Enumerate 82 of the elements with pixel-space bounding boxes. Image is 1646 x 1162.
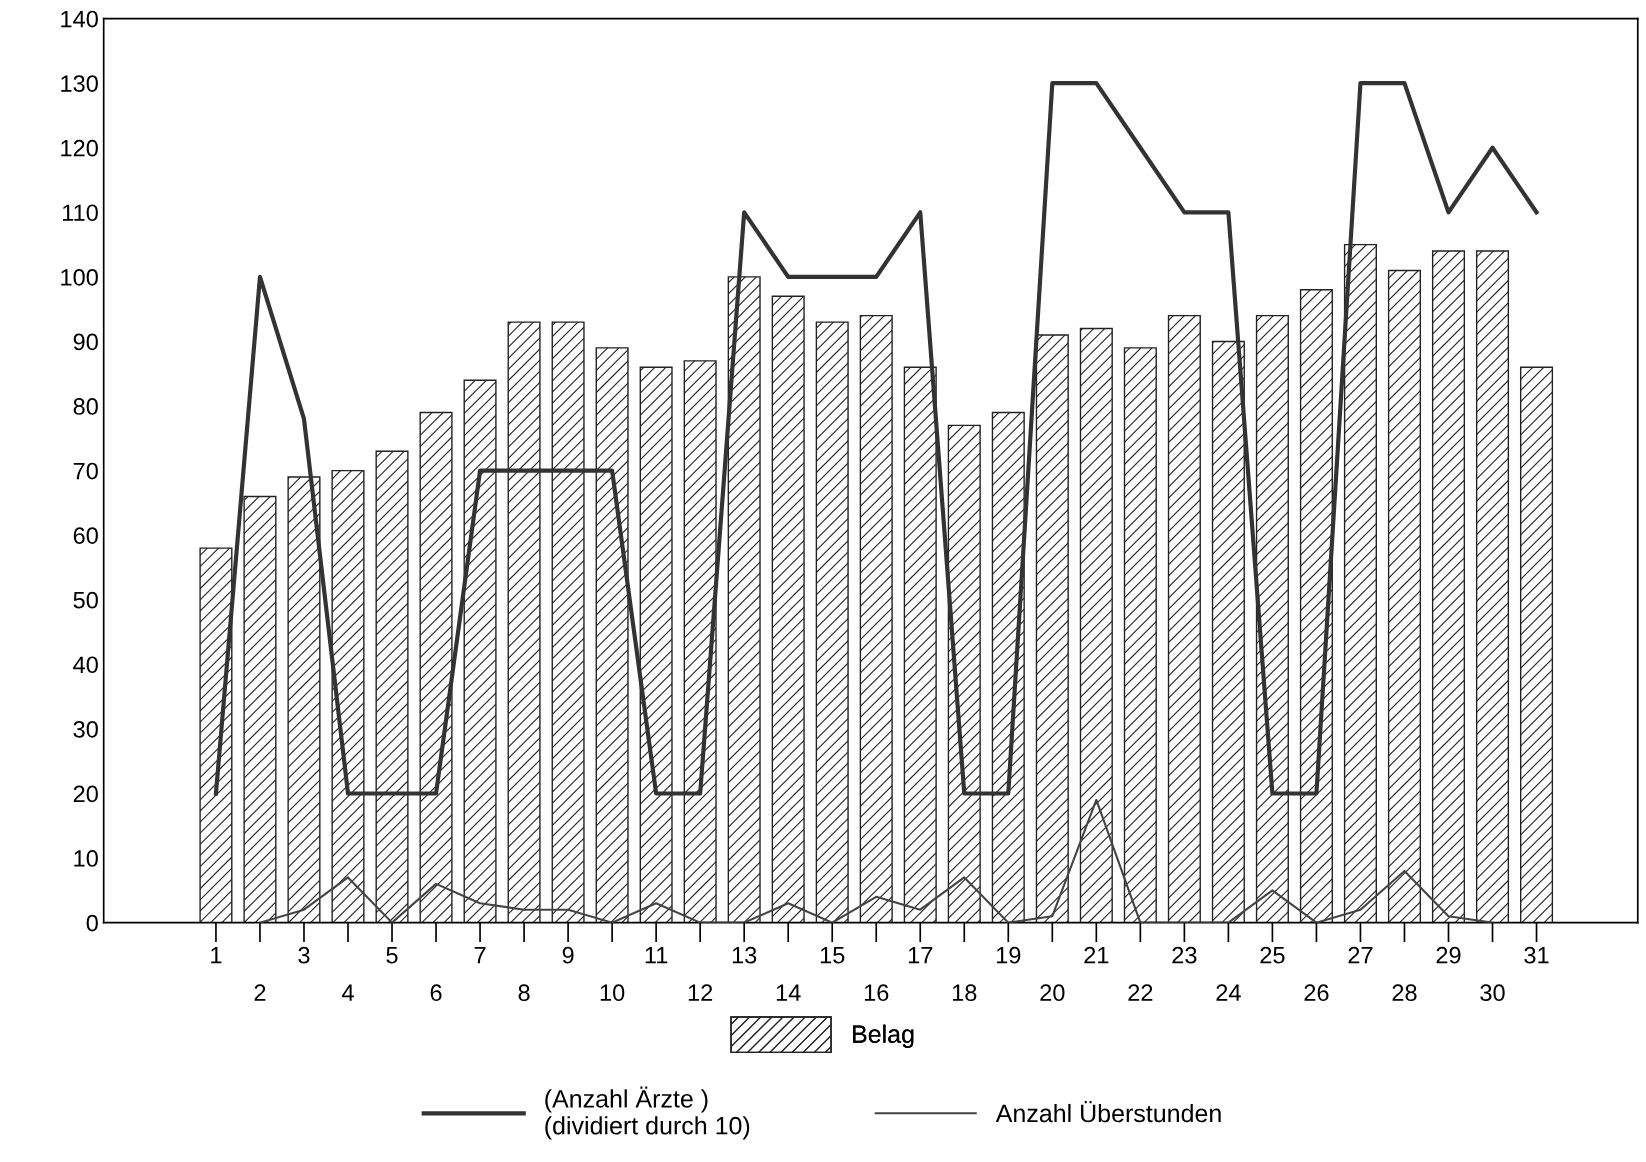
x-tick-label: 18	[952, 984, 977, 1002]
legend-label: Anzahl Überstunden	[995, 1101, 1221, 1123]
bar	[1167, 314, 1201, 923]
x-tick-label: 16	[864, 984, 889, 1002]
bar	[683, 360, 717, 923]
legend-label: (Anzahl Ärzte ) (dividiert durch 10)	[545, 1086, 750, 1140]
y-tick-label: 0	[86, 914, 98, 932]
bar	[903, 366, 937, 923]
x-tick-label: 31	[1524, 946, 1549, 964]
x-tick-label: 3	[298, 946, 310, 964]
x-tick-label: 2	[254, 984, 266, 1001]
bar	[463, 379, 497, 923]
line-series	[258, 798, 1494, 923]
bar	[595, 347, 629, 923]
line-series	[213, 81, 1539, 796]
bar	[1299, 289, 1333, 923]
y-tick-label: 70	[73, 462, 98, 480]
x-tick-label: 23	[1172, 946, 1197, 964]
x-tick-label: 10	[600, 984, 625, 1002]
bar	[1255, 314, 1289, 923]
x-tick-label: 29	[1436, 946, 1461, 964]
y-tick-label: 50	[73, 591, 98, 609]
x-tick-label: 8	[518, 984, 530, 1002]
bar	[1079, 327, 1113, 923]
bar	[419, 411, 453, 923]
x-tick-label: 6	[430, 984, 442, 1002]
x-tick-label: 1	[211, 947, 222, 964]
y-tick-label: 140	[61, 10, 98, 28]
x-tick-label: 15	[820, 947, 845, 964]
x-tick-label: 25	[1260, 946, 1285, 964]
y-tick-label: 120	[61, 139, 98, 157]
x-tick-label: 11	[645, 947, 668, 964]
x-tick-label: 21	[1084, 946, 1109, 964]
y-tick-label: 30	[73, 720, 98, 738]
x-tick-label: 4	[341, 984, 354, 1001]
bar	[551, 321, 585, 923]
bar	[991, 411, 1025, 923]
x-tick-label: 27	[1348, 946, 1373, 964]
x-tick-label: 7	[474, 947, 486, 964]
bar	[1343, 243, 1377, 923]
x-tick-label: 20	[1040, 984, 1065, 1002]
y-tick-label: 20	[73, 785, 98, 803]
bar	[1519, 366, 1554, 923]
bar	[507, 321, 541, 923]
x-tick-label: 24	[1216, 984, 1241, 1001]
bar	[771, 295, 805, 923]
x-tick-label: 28	[1392, 984, 1417, 1002]
x-tick-label: 30	[1480, 984, 1505, 1002]
y-tick-label: 60	[73, 527, 98, 544]
y-tick-label: 10	[74, 850, 98, 867]
bar	[287, 476, 321, 923]
bar	[243, 495, 277, 923]
x-tick-label: 13	[732, 946, 757, 964]
x-tick-label: 22	[1128, 984, 1153, 1001]
x-tick-label: 26	[1304, 984, 1329, 1002]
x-tick-label: 9	[562, 946, 574, 964]
legend-label: Belag	[853, 1024, 914, 1048]
x-tick-label: 17	[908, 947, 933, 964]
y-tick-label: 110	[62, 204, 98, 222]
bar	[331, 469, 365, 923]
y-tick-label: 80	[73, 398, 98, 415]
bar	[639, 366, 673, 923]
x-tick-label: 5	[386, 947, 398, 964]
bar	[1475, 250, 1510, 923]
bar	[1211, 340, 1245, 923]
x-tick-label: 14	[776, 984, 801, 1001]
bar	[815, 321, 849, 923]
x-tick-label: 12	[688, 984, 713, 1001]
y-tick-label: 40	[73, 656, 98, 674]
y-tick-label: 90	[73, 333, 98, 351]
bar	[1035, 334, 1069, 923]
bar	[859, 314, 893, 923]
bar	[1431, 250, 1466, 923]
y-tick-label: 100	[61, 268, 98, 286]
bar	[199, 547, 233, 923]
bar	[1387, 269, 1422, 923]
bar	[1123, 347, 1157, 923]
bar	[727, 276, 761, 923]
bar	[375, 450, 409, 923]
x-tick-label: 19	[996, 946, 1021, 964]
bar	[947, 424, 981, 923]
y-tick-label: 130	[61, 75, 98, 92]
